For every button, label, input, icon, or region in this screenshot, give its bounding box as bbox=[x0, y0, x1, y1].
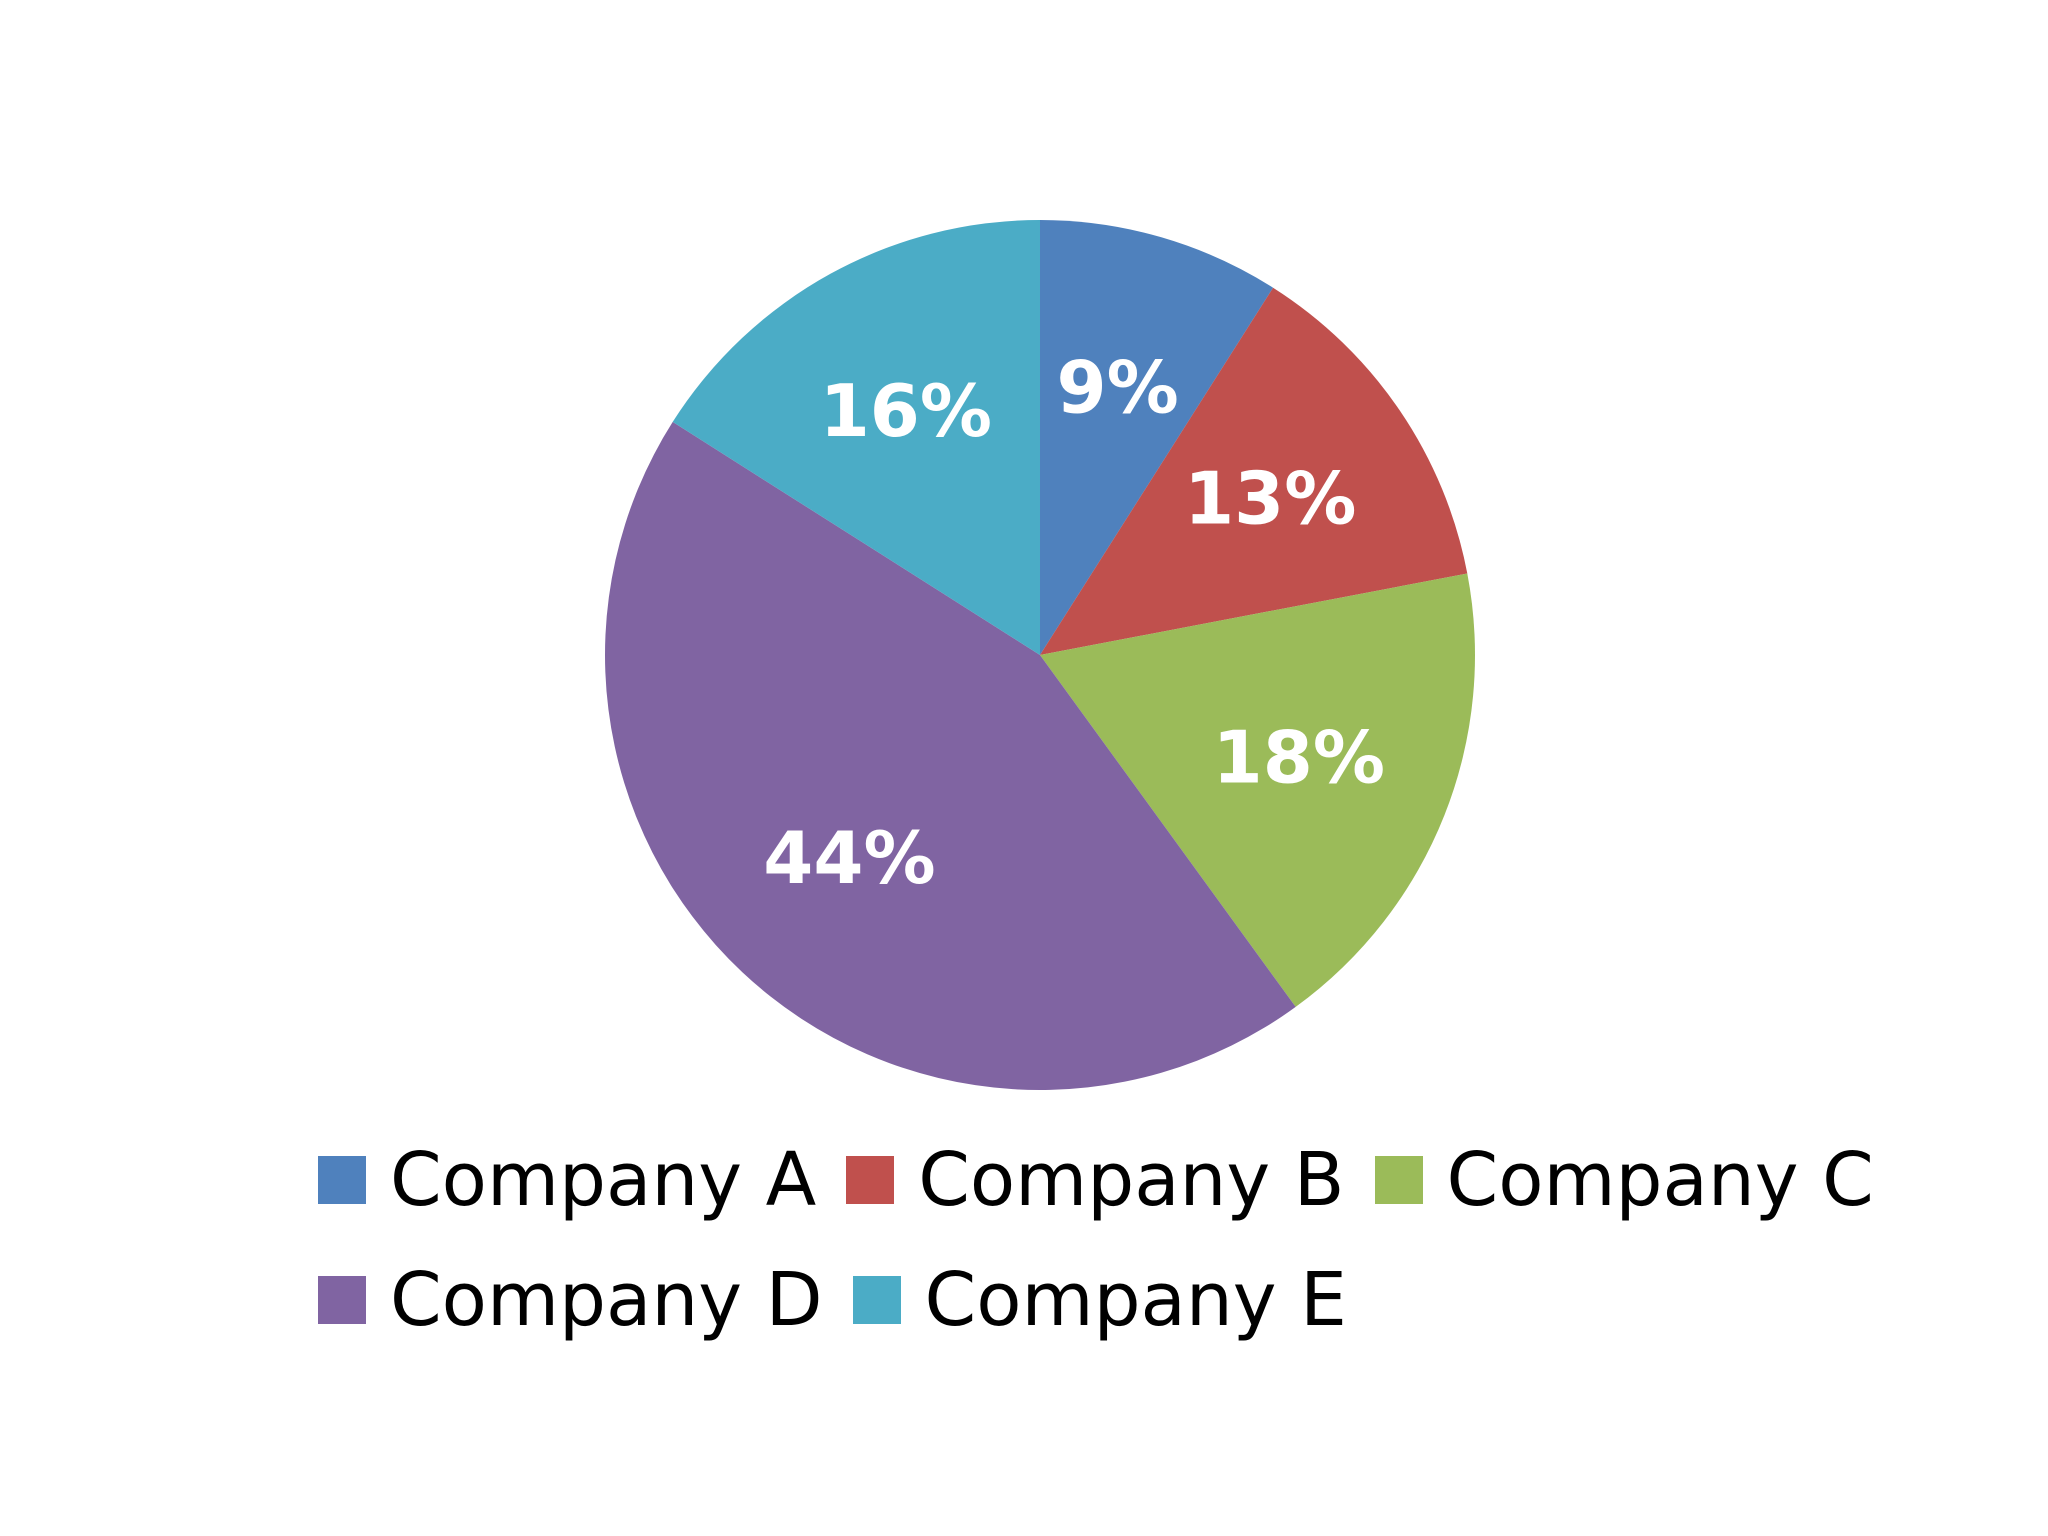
data-label-company-c: 18% bbox=[1213, 715, 1385, 799]
legend-swatch-company-a bbox=[318, 1156, 366, 1204]
legend-label-company-c: Company C bbox=[1446, 1137, 1874, 1223]
pie-slice-company-a bbox=[1040, 220, 1274, 655]
pie-data-labels: 9%13% 18% 44% 16% bbox=[763, 346, 1385, 900]
data-label-company-b: 13% bbox=[1184, 457, 1356, 541]
pie-slice-company-d bbox=[604, 421, 1296, 1091]
legend-item-company-b: Company B bbox=[846, 1137, 1345, 1223]
legend-swatch-company-c bbox=[1374, 1156, 1423, 1204]
pie-slices bbox=[604, 219, 1475, 1091]
pie-slice-company-b bbox=[1040, 287, 1468, 655]
legend-row-1: Company A Company B Company C bbox=[318, 1120, 1874, 1240]
legend-swatch-company-e bbox=[852, 1276, 901, 1324]
pie-slice-company-c bbox=[1040, 573, 1475, 1007]
legend-swatch-company-d bbox=[318, 1276, 366, 1324]
legend-row-2: Company D Company E bbox=[318, 1240, 1818, 1360]
pie-slice-company-e bbox=[672, 219, 1040, 655]
data-label-company-d: 44% bbox=[763, 816, 935, 900]
data-label-company-a: 9% bbox=[1057, 346, 1179, 430]
legend-label-company-a: Company A bbox=[390, 1137, 817, 1223]
legend-label-company-d: Company D bbox=[390, 1257, 823, 1343]
legend-item-company-e: Company E bbox=[852, 1257, 1347, 1343]
legend-swatch-company-b bbox=[846, 1156, 895, 1204]
legend-label-company-e: Company E bbox=[924, 1257, 1347, 1343]
legend-item-company-c: Company C bbox=[1374, 1137, 1874, 1223]
data-label-company-e: 16% bbox=[820, 369, 992, 453]
legend: Company A Company B Company C Company D … bbox=[318, 1120, 1874, 1360]
legend-item-company-d: Company D bbox=[318, 1257, 823, 1343]
legend-item-company-a: Company A bbox=[318, 1137, 816, 1223]
legend-label-company-b: Company B bbox=[918, 1137, 1345, 1223]
